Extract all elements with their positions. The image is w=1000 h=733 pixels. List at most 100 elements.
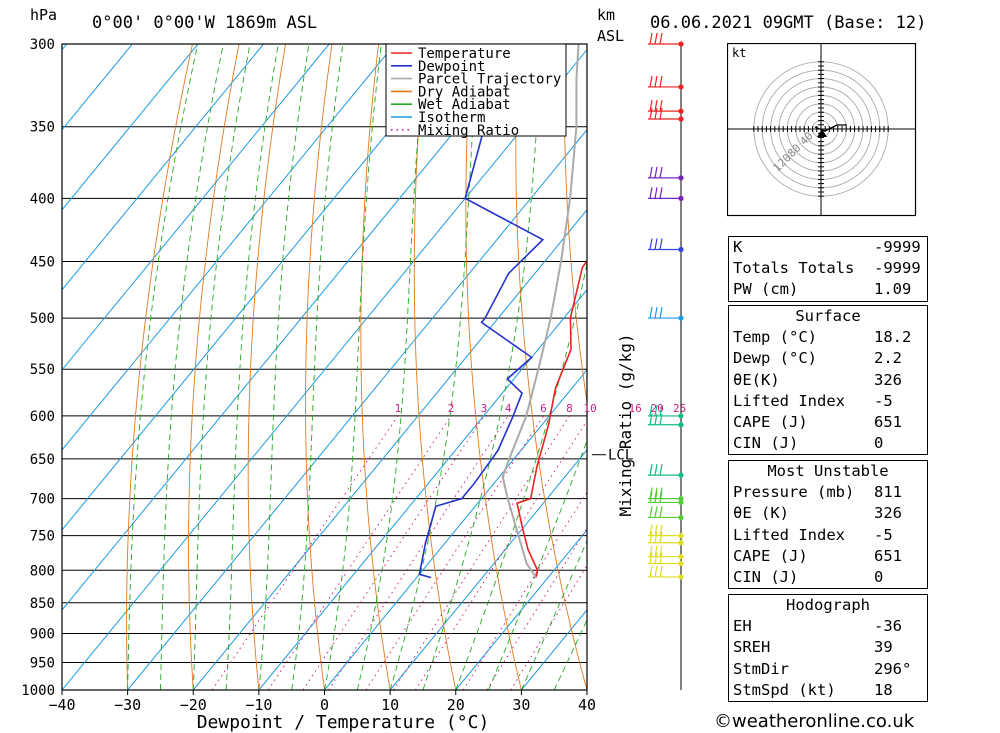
credit-link[interactable]: ©weatheronline.co.uk [714, 711, 915, 732]
wind-barb-flag [649, 404, 653, 417]
hodograph-stats-label: StmDir [733, 659, 789, 678]
wet-adiabat-line [159, 44, 224, 690]
pressure-tick-label: 400 [30, 191, 55, 207]
dry-adiabat-line [126, 44, 193, 690]
storm-motion-marker [817, 129, 827, 137]
pressure-tick-label: 900 [30, 626, 55, 642]
wind-barb-flag [649, 464, 653, 476]
wind-barb-flag [659, 107, 663, 120]
wind-barb-flag [659, 531, 663, 543]
pressure-tick-label: 450 [30, 255, 55, 271]
mixing-ratio-label: 4 [505, 402, 512, 415]
k-index-value: -9999 [874, 238, 921, 256]
most-unstable-row: Pressure (mb) 811 [729, 482, 927, 503]
most-unstable-label: Pressure (mb) [733, 483, 855, 502]
most-unstable-row: θE (K) 326 [729, 503, 927, 524]
surface-value: 2.2 [874, 349, 902, 368]
mixing-ratio-label: 1 [395, 402, 402, 415]
dry-adiabat-line [247, 44, 286, 690]
dry-adiabat-line [188, 44, 240, 690]
pressure-unit-label: hPa [30, 6, 58, 24]
legend-entry: Parcel Trajectory [418, 72, 561, 88]
wind-barb-flag [649, 524, 653, 536]
mixing-ratio-line [328, 415, 509, 690]
wind-barb-flag [659, 187, 663, 199]
surface-label: CIN (J) [733, 434, 799, 453]
dry-adiabat-line [937, 44, 1000, 690]
hodograph-stats-row: StmDir 296° [729, 659, 927, 680]
wind-barb-flag [654, 413, 658, 425]
dry-adiabat-line [465, 44, 522, 690]
most-unstable-table: Most Unstable Pressure (mb) 811 θE (K) 326… [728, 460, 928, 590]
isotherm-line [62, 44, 264, 291]
hodograph-trace [814, 124, 847, 132]
hodograph-stats-value: 18 [874, 680, 893, 699]
mixing-ratio-label: 16 [628, 402, 641, 415]
mixing-ratio-label: 10 [583, 402, 596, 415]
temperature-tick-label: −20 [180, 696, 207, 714]
wind-barb-flag [654, 404, 658, 417]
wind-barb-flag [654, 32, 658, 45]
temperature-tick-label: 40 [578, 696, 596, 714]
legend-box [385, 43, 567, 137]
most-unstable-value: 811 [874, 483, 902, 502]
wind-barb-flag [649, 306, 653, 319]
wet-adiabat-line [422, 44, 543, 690]
most-unstable-label: Lifted Index [733, 525, 845, 544]
isotherm-line [258, 289, 587, 690]
wind-barb-flag [659, 100, 663, 112]
mixing-ratio-line [365, 415, 544, 690]
wind-barb-flag [649, 75, 653, 88]
wind-barb-flag [659, 565, 663, 578]
wind-barb-flag [654, 166, 658, 178]
wind-barb-flag [659, 506, 663, 518]
isotherm-line [389, 449, 587, 690]
wet-adiabat-line [127, 44, 199, 690]
wet-adiabat-line [553, 618, 587, 690]
dewpoint-profile [418, 44, 545, 579]
isotherm-line [62, 48, 587, 690]
wet-adiabat-line [291, 44, 344, 690]
isotherm-line [192, 209, 587, 690]
wet-adiabat-line [455, 261, 587, 690]
temperature-tick-label: 10 [381, 696, 399, 714]
isotherm-line [62, 44, 396, 451]
surface-row: Lifted Index -5 [729, 391, 927, 412]
pressure-tick-label: 750 [30, 529, 55, 545]
hodograph-stats-value: 39 [874, 638, 893, 657]
wind-barb-flag [659, 464, 663, 476]
mixing-ratio-label: 3 [481, 402, 488, 415]
wind-barb-flag [649, 238, 653, 250]
k-index-label: K [733, 238, 743, 256]
most-unstable-row: CAPE (J) 651 [729, 546, 927, 567]
totals-totals-row: Totals Totals -9999 [729, 258, 927, 279]
pressure-tick-label: 800 [30, 563, 55, 579]
asl-label: ASL [597, 27, 625, 45]
x-axis-label: Dewpoint / Temperature (°C) [197, 712, 490, 733]
pressure-tick-label: 350 [30, 120, 55, 136]
hodograph-stats-row: EH -36 [729, 616, 927, 637]
wind-barb-flag [659, 487, 663, 499]
mixing-ratio-label: 8 [566, 402, 573, 415]
mixing-ratio-axis-label: Mixing Ratio (g/kg) [616, 333, 635, 516]
wind-barb-flag [649, 413, 653, 425]
hodograph-stats-value: -36 [874, 617, 902, 636]
lcl-label: LCL [608, 448, 633, 464]
wind-barb-flag [654, 491, 658, 503]
wind-barb-flag [654, 187, 658, 199]
surface-row: CIN (J) 0 [729, 433, 927, 454]
wind-barb-flag [654, 531, 658, 543]
pressure-tick-label: 550 [30, 362, 55, 378]
most-unstable-row: Lifted Index -5 [729, 525, 927, 546]
pressure-tick-label: 600 [30, 409, 55, 425]
mixing-ratio-label: 25 [673, 402, 686, 415]
temperature-tick-label: 30 [512, 696, 530, 714]
wind-barb-flag [659, 306, 663, 319]
most-unstable-row: CIN (J) 0 [729, 567, 927, 588]
isotherm-line [62, 44, 199, 211]
surface-row: Dewp (°C) 2.2 [729, 348, 927, 369]
surface-value: 651 [874, 412, 902, 431]
dry-adiabat-line [360, 44, 391, 690]
mixing-ratio-label: 6 [540, 402, 547, 415]
pressure-tick-label: 850 [30, 596, 55, 612]
